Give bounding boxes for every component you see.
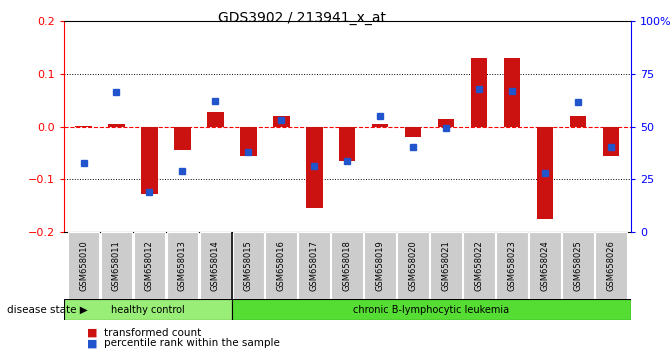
Bar xyxy=(174,127,191,150)
Bar xyxy=(331,232,363,299)
Bar xyxy=(207,112,223,127)
Bar xyxy=(232,299,631,320)
Text: GSM658026: GSM658026 xyxy=(607,240,615,291)
Text: GSM658021: GSM658021 xyxy=(442,240,451,291)
Text: GSM658013: GSM658013 xyxy=(178,240,187,291)
Text: GSM658022: GSM658022 xyxy=(474,240,484,291)
Text: GSM658016: GSM658016 xyxy=(277,240,286,291)
Text: GSM658017: GSM658017 xyxy=(310,240,319,291)
Bar xyxy=(64,299,232,320)
Text: chronic B-lymphocytic leukemia: chronic B-lymphocytic leukemia xyxy=(353,305,509,315)
Bar xyxy=(266,232,297,299)
Bar xyxy=(438,119,454,127)
Text: GSM658019: GSM658019 xyxy=(376,240,384,291)
Bar xyxy=(108,124,125,127)
Bar xyxy=(166,232,198,299)
Text: GSM658025: GSM658025 xyxy=(574,240,582,291)
Bar xyxy=(463,232,495,299)
Text: percentile rank within the sample: percentile rank within the sample xyxy=(104,338,280,348)
Text: transformed count: transformed count xyxy=(104,328,201,338)
Bar xyxy=(471,58,487,127)
Bar xyxy=(570,116,586,127)
Text: GSM658024: GSM658024 xyxy=(541,240,550,291)
Bar xyxy=(430,232,462,299)
Bar xyxy=(529,232,561,299)
Bar xyxy=(273,116,290,127)
Bar xyxy=(306,127,323,208)
Bar xyxy=(537,127,554,219)
Bar xyxy=(562,232,594,299)
Bar xyxy=(101,232,132,299)
Bar xyxy=(75,126,92,127)
Text: GSM658010: GSM658010 xyxy=(79,240,88,291)
Text: GSM658015: GSM658015 xyxy=(244,240,253,291)
Text: ■: ■ xyxy=(87,328,98,338)
Bar xyxy=(233,232,264,299)
Bar xyxy=(595,232,627,299)
Bar xyxy=(141,127,158,194)
Bar xyxy=(299,232,330,299)
Bar xyxy=(372,124,389,127)
Text: GSM658018: GSM658018 xyxy=(343,240,352,291)
Text: GSM658011: GSM658011 xyxy=(112,240,121,291)
Bar xyxy=(199,232,231,299)
Text: healthy control: healthy control xyxy=(111,305,185,315)
Bar xyxy=(364,232,396,299)
Text: disease state ▶: disease state ▶ xyxy=(7,305,87,315)
Bar xyxy=(497,232,528,299)
Text: GDS3902 / 213941_x_at: GDS3902 / 213941_x_at xyxy=(218,11,386,25)
Bar xyxy=(405,127,421,137)
Text: ■: ■ xyxy=(87,338,98,348)
Bar xyxy=(68,232,99,299)
Bar xyxy=(339,127,356,161)
Bar xyxy=(504,58,520,127)
Text: GSM658023: GSM658023 xyxy=(507,240,517,291)
Bar xyxy=(240,127,256,155)
Text: GSM658020: GSM658020 xyxy=(409,240,417,291)
Bar xyxy=(397,232,429,299)
Text: GSM658014: GSM658014 xyxy=(211,240,220,291)
Bar xyxy=(134,232,165,299)
Bar xyxy=(603,127,619,155)
Text: GSM658012: GSM658012 xyxy=(145,240,154,291)
